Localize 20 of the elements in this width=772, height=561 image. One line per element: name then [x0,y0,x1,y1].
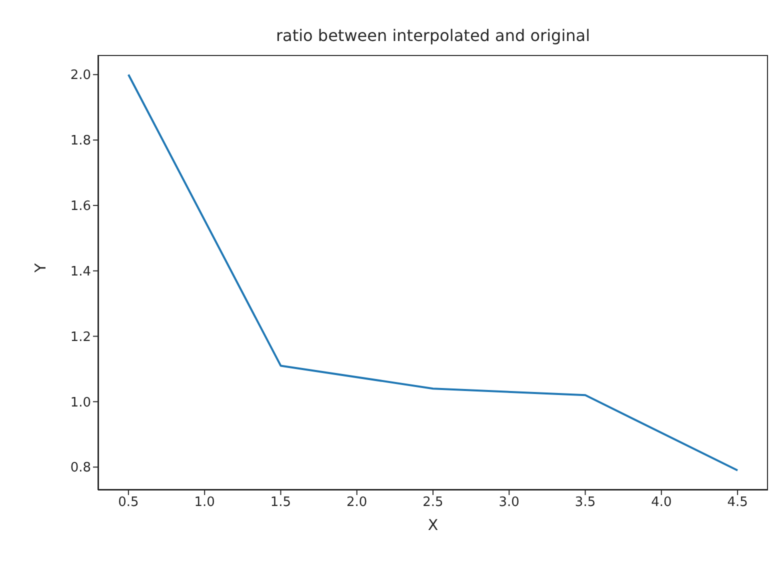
x-tick-label: 2.5 [422,495,444,510]
x-tick-label: 4.5 [727,495,748,510]
x-tick-label: 3.5 [574,495,596,510]
chart-title: ratio between interpolated and original [274,26,592,45]
line-series [127,74,739,472]
x-tick-label: 1.0 [194,495,215,510]
y-tick-label: 1.8 [70,134,91,149]
y-axis-title: Y [31,262,50,274]
x-tick-label: 1.5 [270,495,292,510]
x-axis-title: X [428,516,438,534]
x-tick-label: 0.5 [118,495,139,510]
y-tick-label: 1.4 [70,264,91,280]
y-tick-label: 1.2 [70,330,91,345]
x-tick-label: 2.0 [346,495,368,510]
y-tick-label: 1.6 [70,199,91,214]
y-tick-label: 0.8 [70,460,91,476]
x-tick-label: 4.0 [651,495,672,510]
y-tick-label: 1.0 [70,395,91,410]
x-tick-label: 3.0 [498,495,520,510]
y-tick-label: 2.0 [70,68,91,84]
